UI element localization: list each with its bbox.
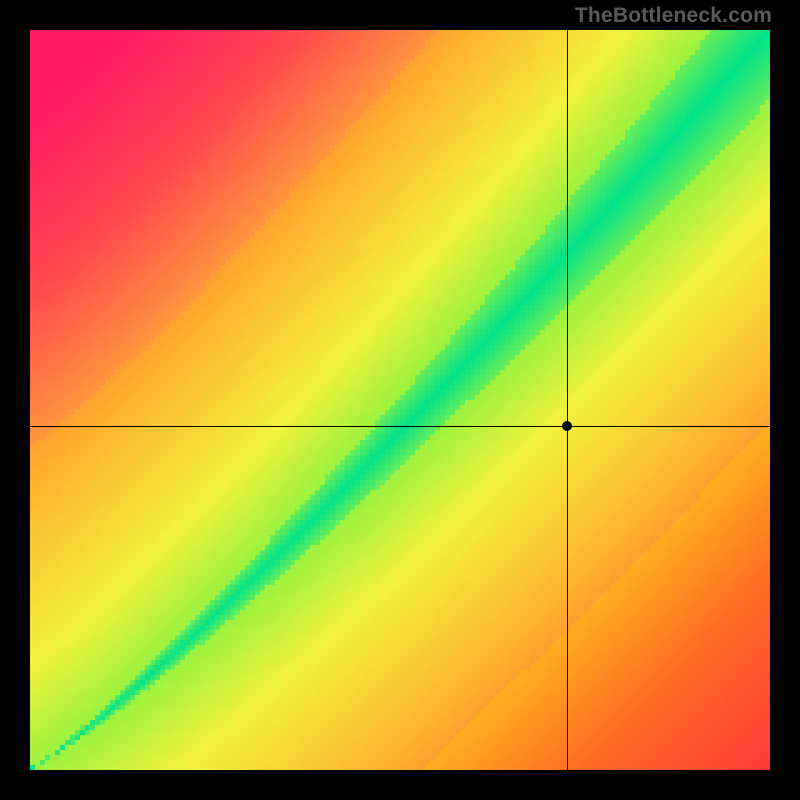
crosshair-horizontal <box>30 426 770 427</box>
heatmap-plot <box>30 30 770 770</box>
heatmap-canvas <box>30 30 770 770</box>
crosshair-vertical <box>567 30 568 770</box>
watermark: TheBottleneck.com <box>575 4 772 28</box>
crosshair-marker <box>562 421 572 431</box>
